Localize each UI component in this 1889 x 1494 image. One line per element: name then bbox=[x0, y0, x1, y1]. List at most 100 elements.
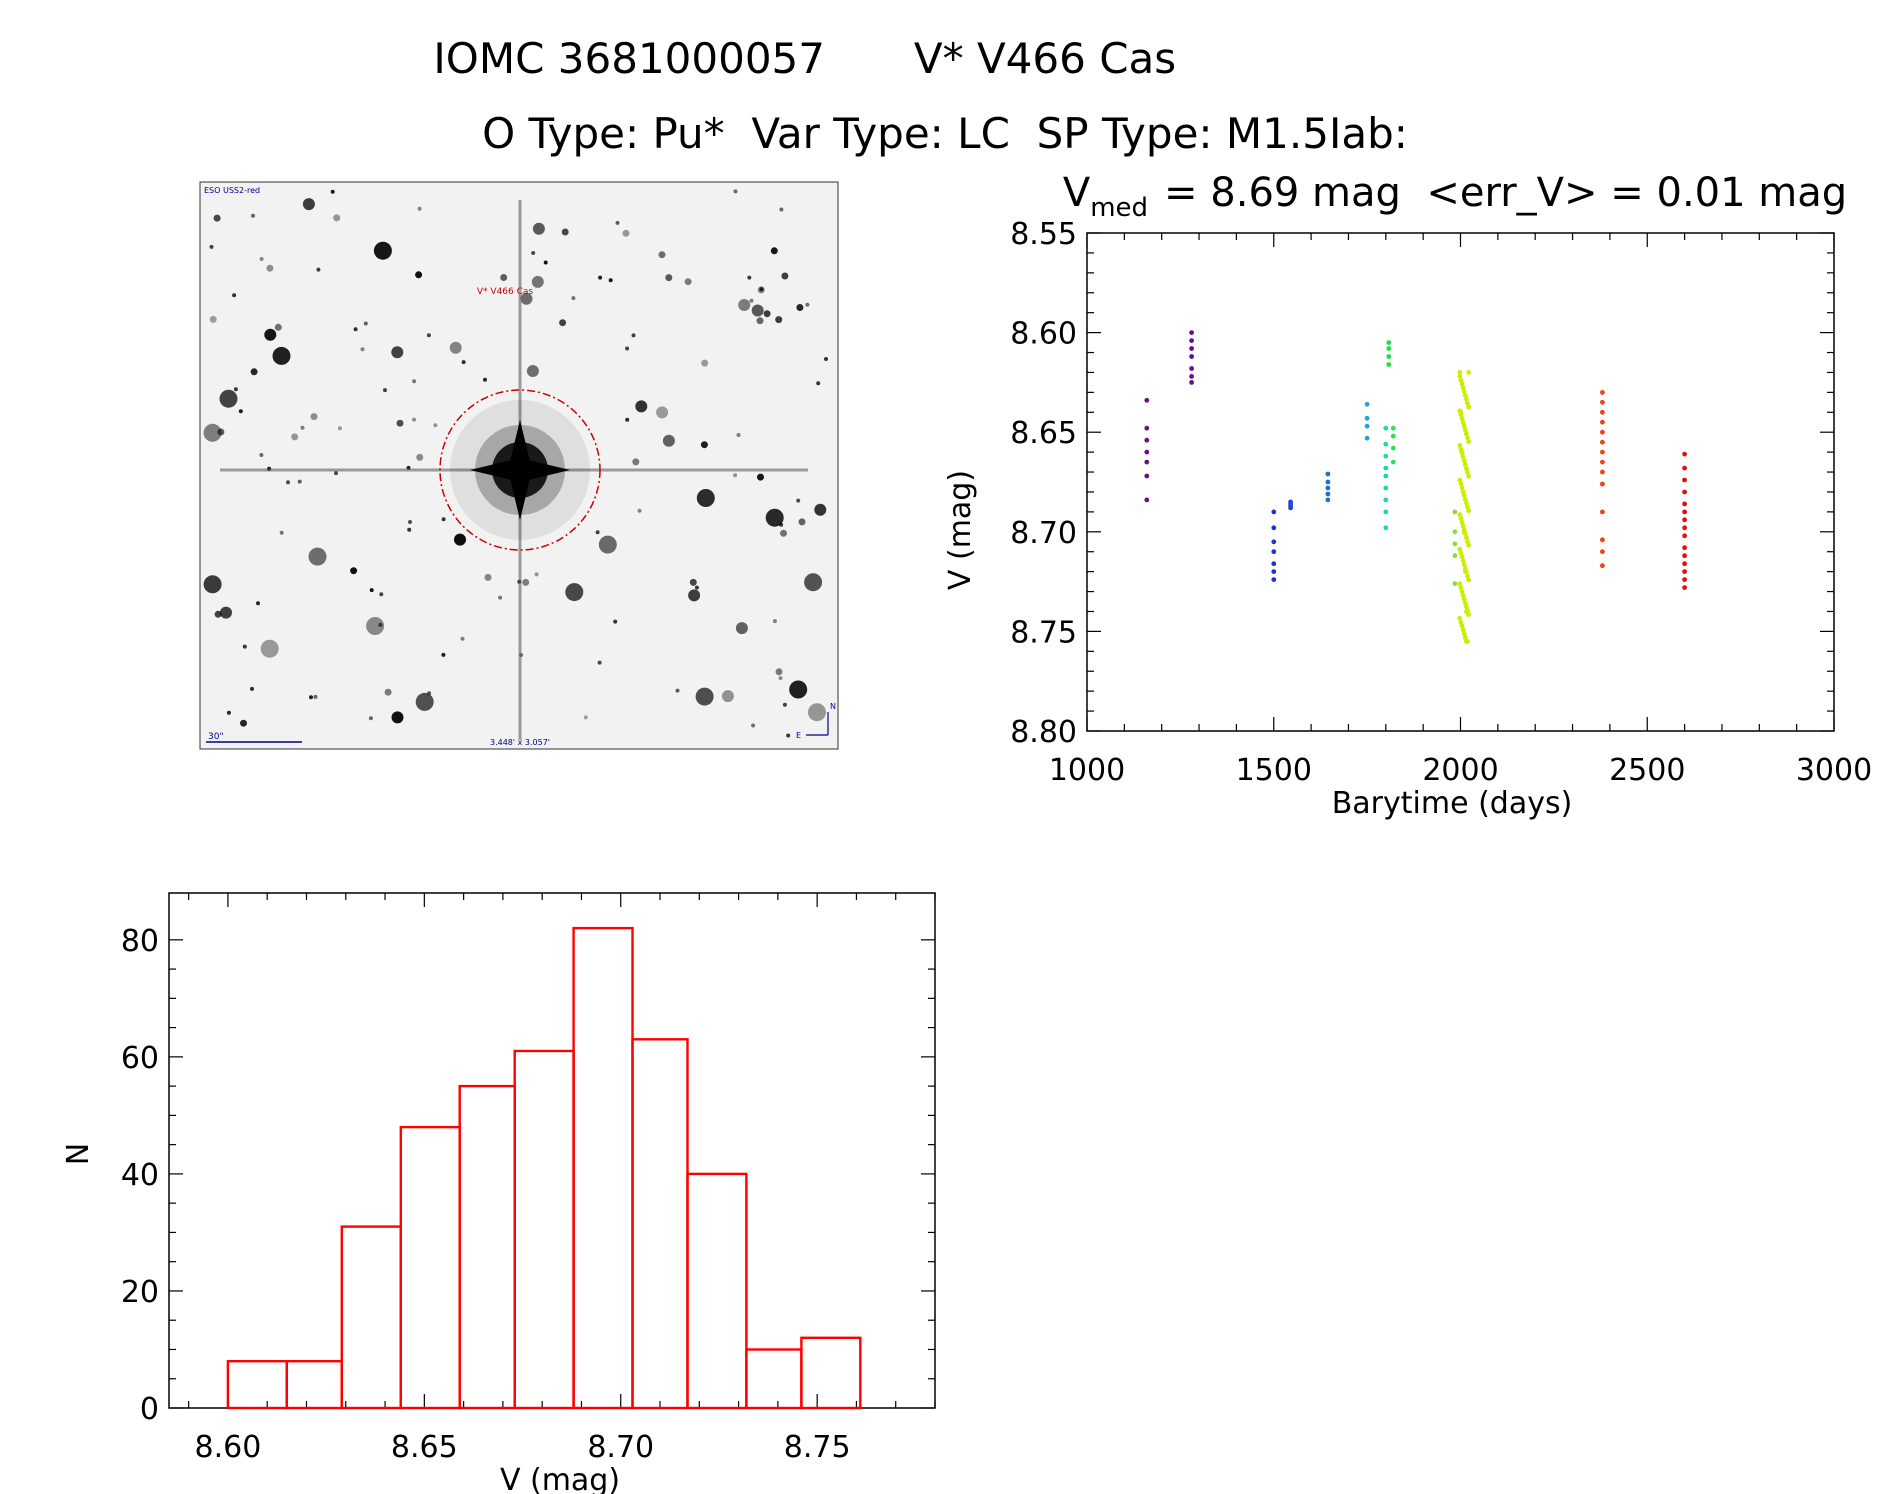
light-curve-point bbox=[1465, 400, 1470, 406]
field-star bbox=[656, 406, 669, 419]
light-curve-point bbox=[1461, 493, 1467, 498]
field-star bbox=[412, 417, 416, 422]
light-curve-point bbox=[1189, 366, 1194, 371]
field-star bbox=[209, 244, 214, 249]
light-curve-point bbox=[1459, 623, 1465, 629]
field-star bbox=[689, 578, 697, 586]
field-star bbox=[360, 347, 365, 352]
field-star bbox=[232, 293, 237, 298]
finder-image: ESO USS2-red V* V466 Cas 30" 3.448' x 3.… bbox=[199, 181, 839, 750]
light-curve-point bbox=[1459, 485, 1465, 491]
light-curve-point bbox=[1682, 465, 1687, 471]
light-curve-point bbox=[1364, 423, 1370, 429]
light-curve-point bbox=[1457, 477, 1463, 483]
light-curve-point bbox=[1464, 500, 1469, 506]
light-curve-ytick: 8.80 bbox=[1010, 715, 1077, 750]
field-star bbox=[350, 567, 358, 575]
light-curve-point bbox=[1466, 439, 1471, 444]
field-star bbox=[373, 241, 392, 260]
field-star bbox=[264, 328, 277, 341]
field-star bbox=[786, 733, 791, 738]
field-star bbox=[233, 387, 238, 392]
field-star bbox=[532, 222, 545, 235]
light-curve-point bbox=[1464, 396, 1469, 402]
histogram-ytick: 20 bbox=[121, 1275, 159, 1310]
field-star bbox=[571, 296, 576, 301]
light-curve-point bbox=[1271, 569, 1277, 574]
light-curve-point bbox=[1383, 441, 1389, 447]
light-curve-xtick: 3000 bbox=[1796, 753, 1872, 788]
light-curve-point bbox=[1271, 525, 1277, 531]
light-curve-point bbox=[1600, 537, 1605, 543]
light-curve-point bbox=[1682, 509, 1687, 515]
fov-label: 3.448' x 3.057' bbox=[490, 738, 550, 747]
field-star bbox=[433, 423, 438, 428]
field-star bbox=[721, 690, 734, 703]
histogram-bar bbox=[285, 1359, 343, 1410]
light-curve-point bbox=[1386, 362, 1392, 367]
field-star bbox=[300, 425, 305, 430]
light-curve-point bbox=[1364, 415, 1370, 421]
light-curve-point bbox=[1462, 393, 1468, 398]
scale-label: 30" bbox=[208, 732, 224, 742]
field-star bbox=[561, 228, 569, 236]
field-star bbox=[449, 341, 462, 354]
field-star bbox=[297, 479, 302, 484]
light-curve-xtick: 1500 bbox=[1236, 753, 1312, 788]
field-star bbox=[291, 433, 299, 441]
field-star bbox=[391, 346, 404, 359]
light-curve-point bbox=[1458, 377, 1464, 383]
light-curve-point bbox=[1682, 451, 1687, 457]
compass-north: N bbox=[830, 702, 836, 711]
light-curve-point bbox=[1457, 546, 1463, 552]
field-star bbox=[778, 676, 783, 681]
light-curve-point bbox=[1466, 508, 1471, 514]
light-curve-point bbox=[1271, 509, 1277, 515]
light-curve-point bbox=[1466, 473, 1471, 479]
field-star bbox=[337, 426, 342, 431]
light-curve-point bbox=[1144, 459, 1150, 465]
light-curve-point bbox=[1144, 449, 1150, 455]
field-star bbox=[308, 547, 327, 566]
light-curve-point bbox=[1466, 612, 1471, 617]
light-curve-point bbox=[1271, 549, 1277, 555]
field-star bbox=[775, 316, 783, 324]
field-star bbox=[259, 257, 264, 261]
histogram-bar bbox=[458, 1084, 516, 1410]
field-star bbox=[597, 660, 602, 665]
field-star bbox=[266, 264, 274, 272]
field-star bbox=[353, 327, 358, 332]
field-star bbox=[272, 346, 291, 365]
field-star bbox=[695, 687, 714, 706]
light-curve-point bbox=[1600, 390, 1605, 395]
field-star bbox=[415, 271, 423, 279]
light-curve-point bbox=[1460, 627, 1466, 633]
light-curve-point bbox=[1600, 439, 1605, 445]
field-star bbox=[608, 278, 613, 283]
light-curve-point bbox=[1458, 585, 1464, 590]
light-curve-ytick: 8.60 bbox=[1010, 317, 1077, 352]
field-star bbox=[816, 381, 821, 386]
light-curve-point bbox=[1600, 459, 1605, 465]
histogram-chart: 8.60 8.65 8.70 8.75 0 20 40 60 80 V (mag) N bbox=[61, 892, 936, 1494]
light-curve-title: Vmed = 8.69 mag <err_V> = 0.01 mag bbox=[1063, 170, 1847, 223]
finder-image-stars bbox=[203, 189, 828, 738]
histogram-frame bbox=[168, 892, 936, 1409]
field-star bbox=[500, 274, 508, 281]
light-curve-point bbox=[1600, 481, 1605, 487]
field-star bbox=[251, 213, 255, 218]
light-curve-point bbox=[1600, 429, 1605, 435]
light-curve-point bbox=[1600, 563, 1605, 569]
field-star bbox=[274, 323, 282, 331]
field-star bbox=[694, 585, 699, 590]
field-star bbox=[635, 400, 648, 413]
field-star bbox=[736, 433, 741, 437]
histogram-bar bbox=[686, 1172, 748, 1410]
light-curve-point bbox=[1459, 589, 1465, 594]
light-curve-point bbox=[1462, 462, 1468, 467]
field-star bbox=[824, 357, 828, 361]
light-curve-point bbox=[1460, 523, 1466, 529]
light-curve-point bbox=[1144, 473, 1150, 479]
light-curve-point bbox=[1462, 600, 1468, 606]
field-star bbox=[696, 489, 715, 507]
